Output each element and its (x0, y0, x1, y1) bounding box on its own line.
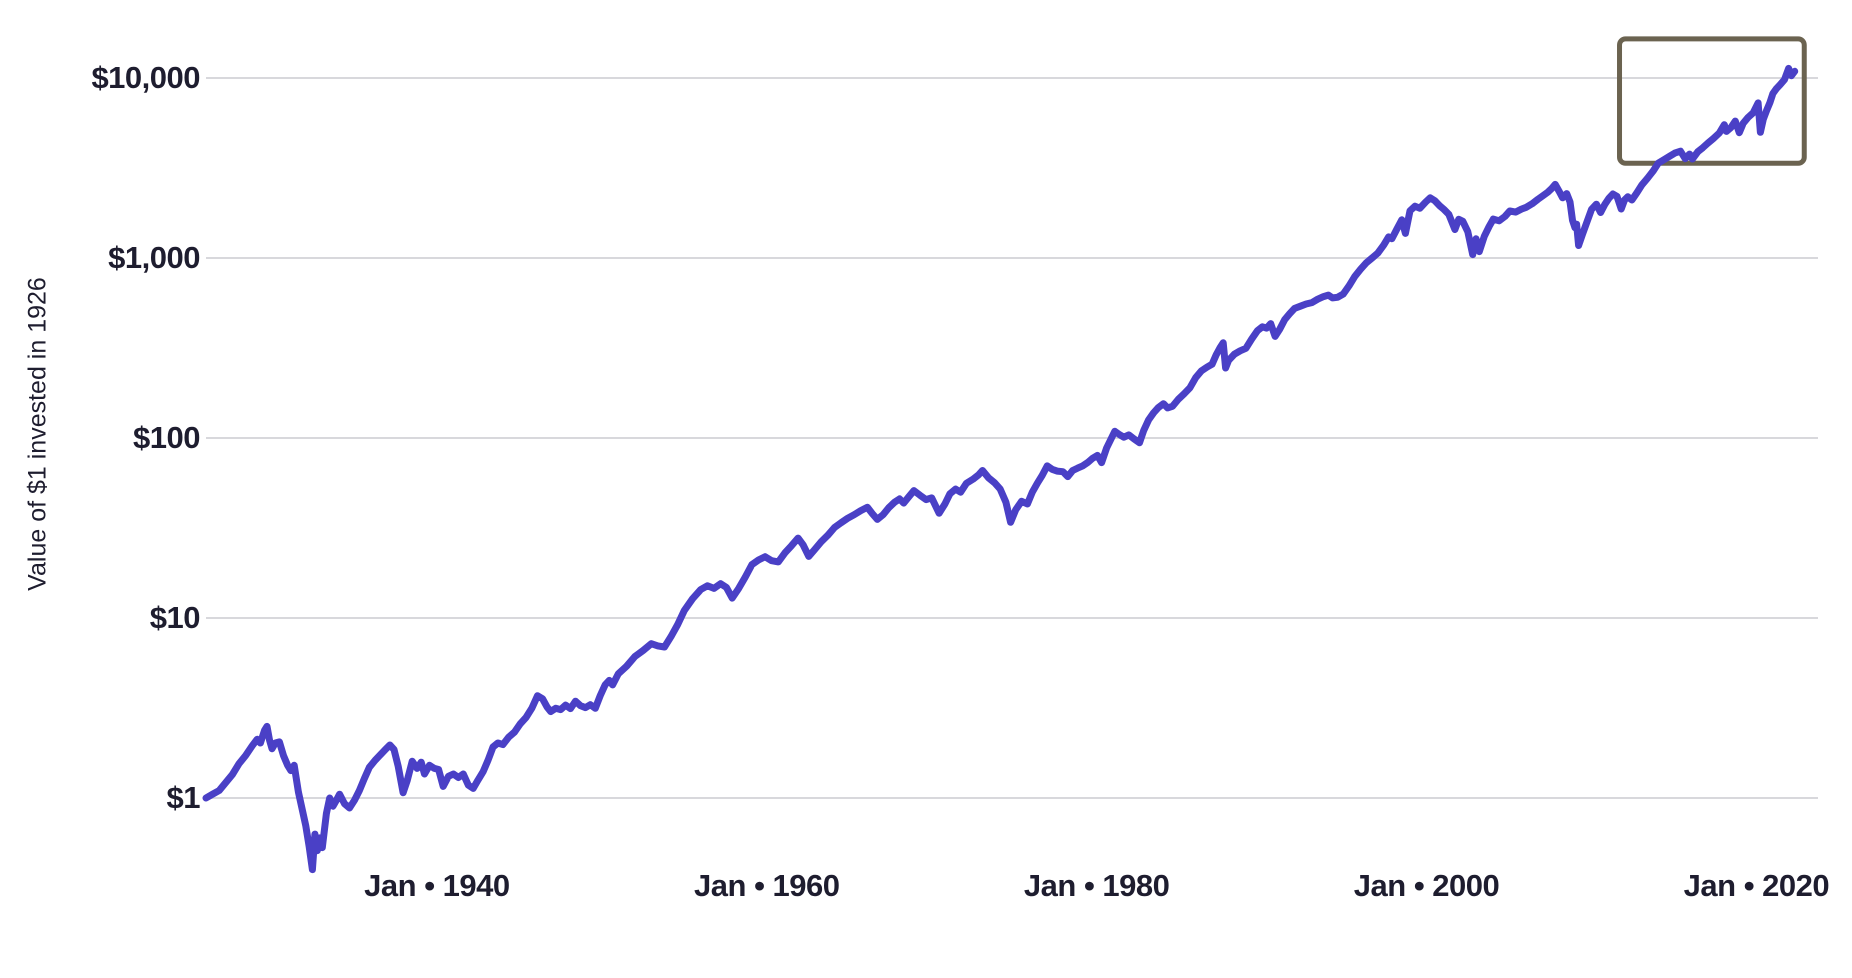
growth-line (202, 64, 1799, 874)
y-axis-title: Value of $1 invested in 1926 (23, 277, 52, 591)
y-tick-label-100: $100 (133, 420, 200, 455)
x-tick-label-2000: Jan • 2000 (1353, 868, 1500, 903)
x-tick-label-1960: Jan • 1960 (694, 868, 840, 903)
y-tick-label-1000: $1,000 (108, 240, 200, 275)
x-tick-label-1940: Jan • 1940 (364, 868, 510, 903)
x-tick-label-1980: Jan • 1980 (1023, 868, 1170, 903)
y-tick-label-10000: $10,000 (91, 60, 200, 95)
y-tick-label-1: $1 (166, 780, 201, 815)
y-tick-label-10: $10 (149, 600, 201, 635)
highlight-box-recent-decade (1617, 36, 1807, 166)
x-tick-label-2020: Jan • 2020 (1683, 868, 1830, 903)
